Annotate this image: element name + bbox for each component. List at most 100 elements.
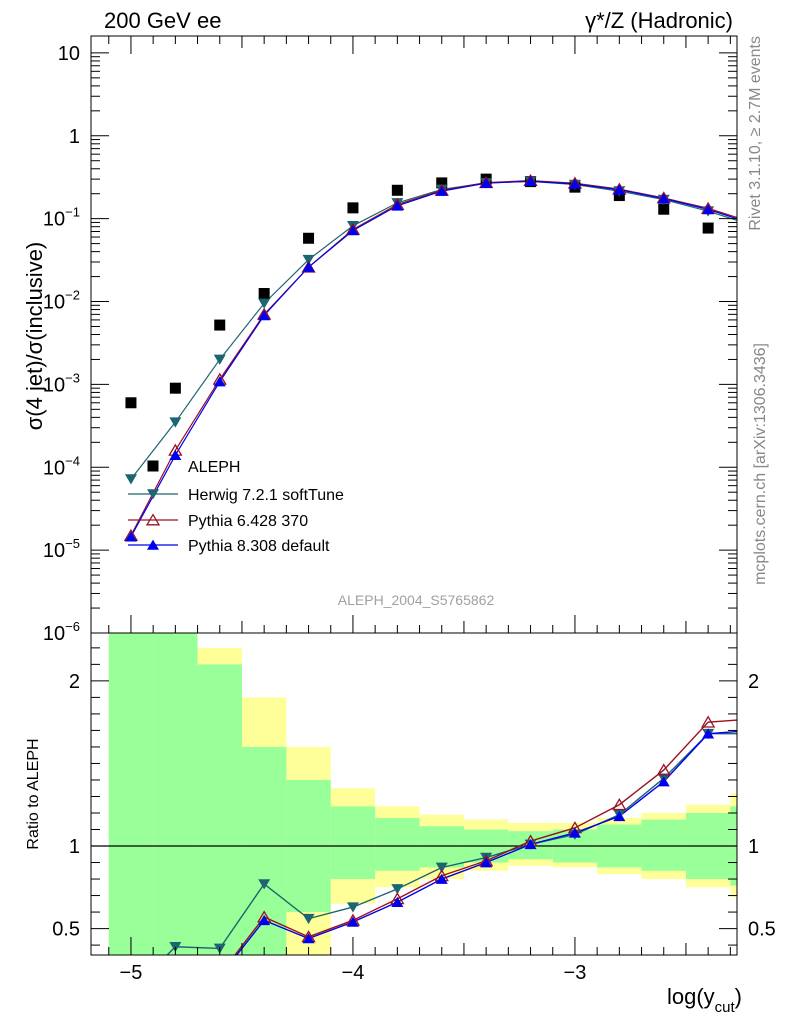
header-right-title: γ*/Z (Hadronic) <box>585 8 733 33</box>
main-y-tick-label: 10−4 <box>43 453 80 479</box>
x-tick-label: −3 <box>564 962 587 984</box>
main-data-point <box>747 237 758 248</box>
main-data-point <box>258 298 271 309</box>
legend-label: Pythia 8.308 default <box>188 538 330 555</box>
ratio-data-point <box>302 933 315 944</box>
legend-label: Pythia 6.428 370 <box>188 513 308 530</box>
main-data-point <box>435 185 448 196</box>
ratio-inner-band <box>775 796 786 895</box>
ratio-data-point <box>747 713 759 723</box>
ratio-inner-band <box>419 826 464 868</box>
ratio-outer-band <box>775 777 786 917</box>
main-data-point <box>169 417 182 428</box>
ratio-data-point <box>747 729 759 739</box>
main-data-point <box>125 397 137 409</box>
ratio-inner-band <box>241 746 287 955</box>
main-data-point <box>169 449 182 460</box>
main-data-point <box>524 175 537 187</box>
main-y-tick-label: 10−1 <box>43 205 80 231</box>
ratio-inner-band <box>641 819 686 871</box>
ratio-data-point <box>214 971 226 981</box>
x-tick-label: −5 <box>120 962 143 984</box>
main-data-point <box>346 225 359 236</box>
main-data-point <box>214 319 226 331</box>
ratio-inner-band <box>197 664 242 955</box>
ratio-inner-band <box>108 633 154 955</box>
ratio-inner-band <box>375 817 420 871</box>
legend-marker <box>147 460 159 472</box>
main-data-point <box>258 310 271 321</box>
main-series-line <box>130 180 737 538</box>
legend-marker <box>147 539 159 550</box>
x-axis-label: log(ycut) <box>667 984 742 1016</box>
ratio-data-point <box>435 873 448 884</box>
main-data-point <box>258 287 270 299</box>
ratio-data-point <box>346 916 359 927</box>
main-data-point <box>568 178 581 189</box>
main-data-point <box>658 203 670 215</box>
main-y-tick-label: 10−5 <box>43 536 80 562</box>
main-data-point <box>613 184 626 195</box>
ratio-y-tick-label-right: 2 <box>748 671 759 693</box>
ratio-data-point <box>701 715 716 728</box>
main-data-point <box>213 376 226 387</box>
ratio-data-point <box>702 728 715 739</box>
ratio-data-point <box>612 798 627 811</box>
ratio-data-point <box>302 913 315 925</box>
main-axes: 10−6 10−5 10−4 10−3 10−2 10−1 1 10 <box>43 36 737 645</box>
main-data-point <box>302 261 315 272</box>
x-tick-label: −4 <box>342 962 365 984</box>
main-series-line <box>130 179 737 536</box>
main-y-tick-label: 10−3 <box>43 370 80 396</box>
ratio-data-point <box>747 725 759 735</box>
legend-label: ALEPH <box>188 459 240 476</box>
main-data-point <box>702 204 715 215</box>
ratio-data-point <box>613 810 626 822</box>
analysis-id-label: ALEPH_2004_S5765862 <box>338 592 495 608</box>
main-data-point <box>169 382 181 394</box>
main-series-line <box>130 180 737 480</box>
ratio-y-tick-label: 1 <box>69 836 80 858</box>
main-data-point <box>213 354 226 365</box>
ratio-data-point <box>656 763 671 776</box>
ratio-data-point <box>169 981 181 991</box>
main-plot-layer <box>123 173 758 542</box>
ratio-plot-layer <box>91 633 786 1012</box>
main-y-tick-label: 1 <box>69 126 80 148</box>
main-y-axis-label: σ(4 jet)/σ(inclusive) <box>22 242 47 431</box>
legend-label: Herwig 7.2.1 softTune <box>188 487 344 504</box>
main-data-point <box>124 474 137 485</box>
main-data-point <box>391 200 404 211</box>
ratio-data-point <box>125 987 137 997</box>
ratio-data-point <box>391 896 404 907</box>
legend: ALEPH Herwig 7.2.1 softTune Pythia 6.428 3… <box>128 459 344 555</box>
ratio-inner-band <box>153 633 198 955</box>
ratio-data-point <box>435 862 448 873</box>
ratio-data-point <box>480 857 493 868</box>
rivet-version-label: Rivet 3.1.10, ≥ 2.7M events <box>747 36 764 231</box>
main-data-point <box>391 184 403 196</box>
main-data-point <box>702 222 714 234</box>
legend-marker <box>145 513 161 526</box>
ratio-data-point <box>524 838 537 850</box>
ratio-data-point <box>169 978 181 988</box>
mcplots-label: mcplots.cern.ch [arXiv:1306.3436] <box>752 343 769 585</box>
ratio-y-tick-label: 0.5 <box>52 919 80 941</box>
header-left-title: 200 GeV ee <box>104 8 221 33</box>
main-y-tick-label: 10−2 <box>43 288 80 314</box>
ratio-data-point <box>125 1002 137 1012</box>
ratio-y-tick-label: 2 <box>69 671 80 693</box>
ratio-y-tick-label-right: 1 <box>748 836 759 858</box>
ratio-data-point <box>258 879 271 890</box>
ratio-inner-band <box>330 806 376 880</box>
ratio-data-point <box>391 884 404 895</box>
ratio-data-point <box>657 776 670 787</box>
main-data-point <box>657 193 670 204</box>
ratio-data-point <box>346 902 359 913</box>
ratio-data-point <box>568 827 581 838</box>
main-data-point <box>436 177 448 189</box>
main-data-point <box>302 254 315 266</box>
ratio-data-point <box>258 914 271 926</box>
